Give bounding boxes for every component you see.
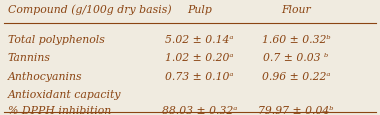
Text: Anthocyanins: Anthocyanins [8, 71, 82, 81]
Text: 0.7 ± 0.03 ᵇ: 0.7 ± 0.03 ᵇ [263, 53, 329, 63]
Text: 79.97 ± 0.04ᵇ: 79.97 ± 0.04ᵇ [258, 105, 334, 115]
Text: Pulp: Pulp [187, 4, 212, 14]
Text: 0.96 ± 0.22ᵃ: 0.96 ± 0.22ᵃ [262, 71, 330, 81]
Text: 0.73 ± 0.10ᵃ: 0.73 ± 0.10ᵃ [165, 71, 234, 81]
Text: 88.03 ± 0.32ᵃ: 88.03 ± 0.32ᵃ [162, 105, 237, 115]
Text: % DPPH inhibition: % DPPH inhibition [8, 105, 111, 115]
Text: Compound (g/100g dry basis): Compound (g/100g dry basis) [8, 4, 171, 15]
Text: 5.02 ± 0.14ᵃ: 5.02 ± 0.14ᵃ [165, 35, 234, 45]
Text: Total polyphenols: Total polyphenols [8, 35, 104, 45]
Text: Flour: Flour [281, 4, 311, 14]
Text: 1.02 ± 0.20ᵃ: 1.02 ± 0.20ᵃ [165, 53, 234, 63]
Text: Tannins: Tannins [8, 53, 51, 63]
Text: Antioxidant capacity: Antioxidant capacity [8, 89, 121, 99]
Text: 1.60 ± 0.32ᵇ: 1.60 ± 0.32ᵇ [262, 35, 331, 45]
